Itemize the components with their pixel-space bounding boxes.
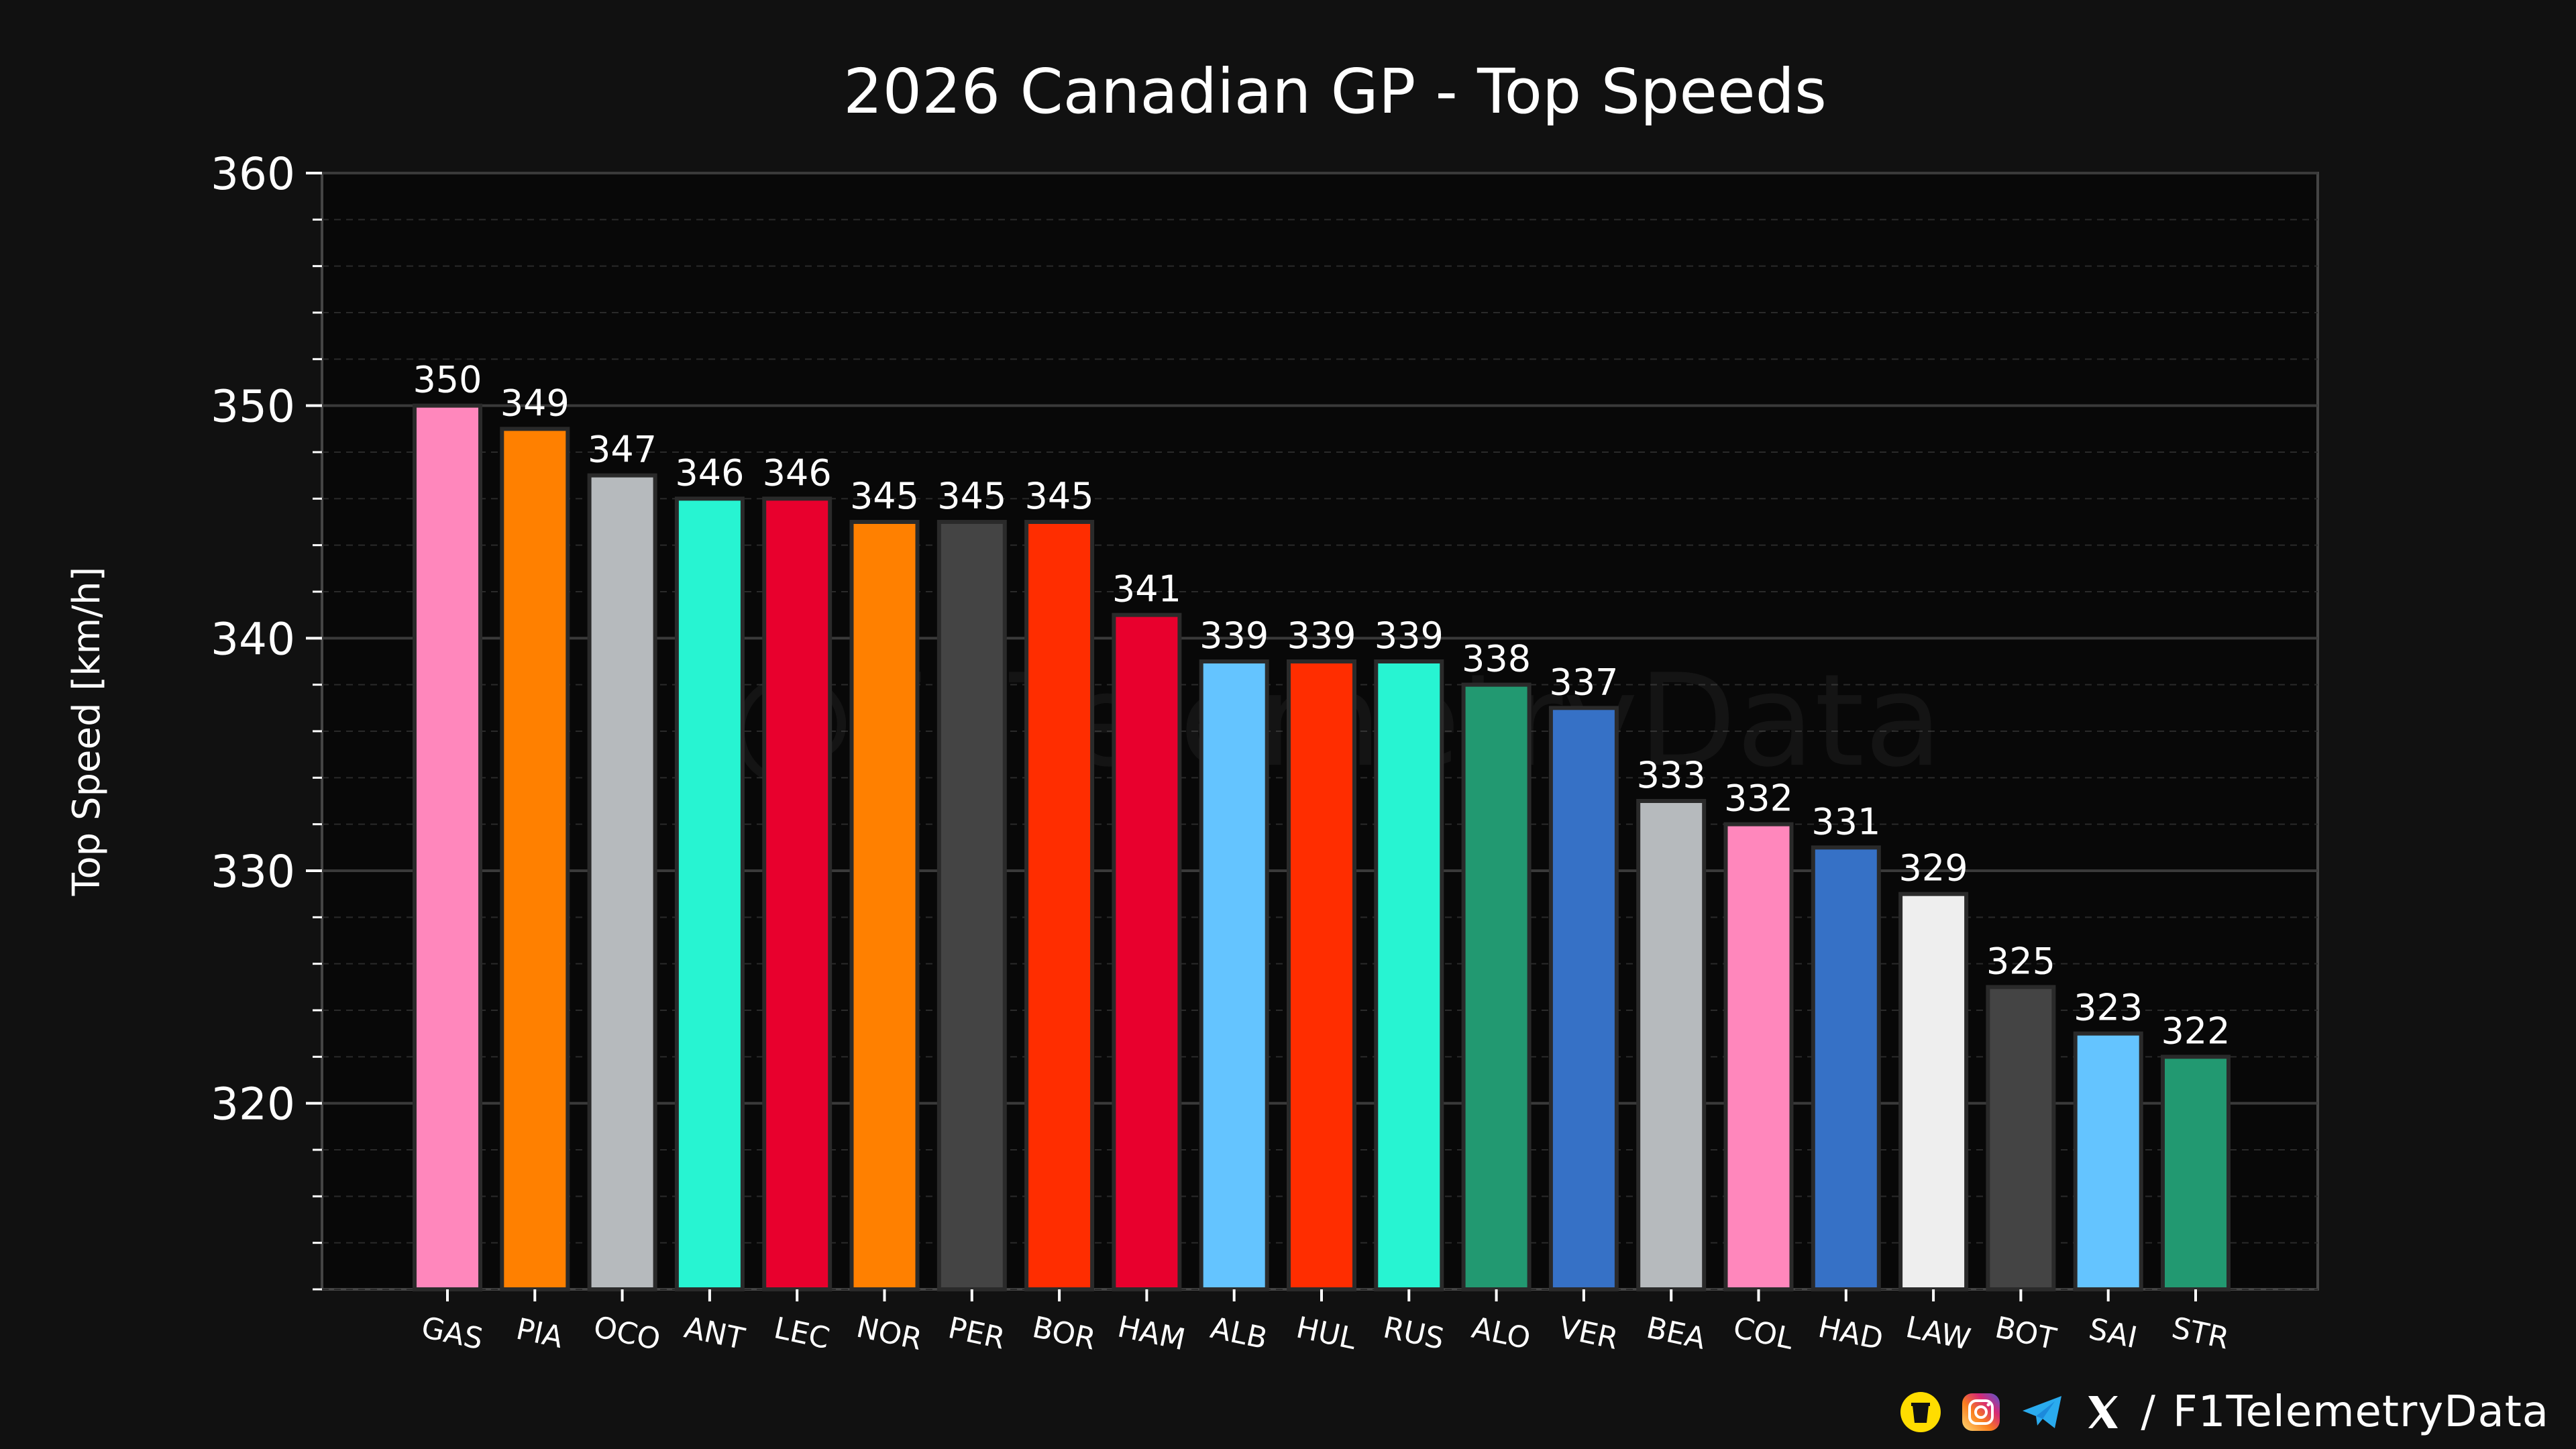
x-tick-label-pia: PIA xyxy=(513,1312,566,1355)
coffee-icon[interactable] xyxy=(1899,1391,1942,1434)
x-tick-label-gas: GAS xyxy=(419,1310,486,1356)
x-tick-label-ant: ANT xyxy=(682,1311,748,1357)
bar-ham xyxy=(1112,612,1182,1291)
value-label-alb: 339 xyxy=(1199,614,1269,657)
x-tick-labels: GAS PIA OCO ANT LEC NOR PER BOR HAM ALB HUL RUS ALO V… xyxy=(419,1309,2232,1357)
value-label-ant: 346 xyxy=(675,451,744,494)
x-tick-label-bea: BEA xyxy=(1644,1311,1709,1356)
x-tick-label-bor: BOR xyxy=(1030,1310,1099,1357)
footer-separator: / xyxy=(2141,1387,2155,1437)
value-labels: 350 349 347 346 346 345 345 345 341 339 339 339 338 3… xyxy=(413,359,2230,1053)
value-label-law: 329 xyxy=(1899,847,1968,890)
x-tick-label-alb: ALB xyxy=(1208,1311,1271,1356)
value-label-pia: 349 xyxy=(500,382,570,424)
value-label-bot: 325 xyxy=(1986,940,2055,982)
bar-bea xyxy=(1636,799,1707,1291)
value-label-gas: 350 xyxy=(413,359,482,401)
value-label-sai: 323 xyxy=(2074,987,2143,1029)
x-tick-label-rus: RUS xyxy=(1381,1310,1447,1356)
axes: 320 330 340 350 360 xyxy=(211,148,2197,1301)
bar-lec xyxy=(762,496,833,1291)
value-label-bor: 345 xyxy=(1025,475,1094,517)
value-label-str: 322 xyxy=(2161,1010,2230,1052)
x-tick-label-sai: SAI xyxy=(2086,1311,2140,1355)
value-label-alo: 338 xyxy=(1462,638,1531,680)
bar-alo xyxy=(1461,682,1532,1291)
telegram-icon[interactable] xyxy=(2020,1391,2065,1434)
x-tick-label-lec: LEC xyxy=(771,1311,833,1356)
x-tick-label-had: HAD xyxy=(1815,1310,1886,1357)
x-icon[interactable] xyxy=(2083,1392,2123,1432)
y-axis-label: Top Speed [km/h] xyxy=(65,567,109,897)
chart-title: 2026 Canadian GP - Top Speeds xyxy=(843,56,1827,127)
x-tick-label-ham: HAM xyxy=(1115,1309,1189,1357)
value-label-nor: 345 xyxy=(850,475,919,517)
bar-bor xyxy=(1024,520,1095,1291)
bar-had xyxy=(1811,845,1881,1292)
bar-rus xyxy=(1374,659,1444,1291)
bar-ant xyxy=(674,496,745,1291)
bar-alb xyxy=(1199,659,1269,1291)
bar-pia xyxy=(500,427,570,1291)
value-label-oco: 347 xyxy=(588,429,657,471)
x-tick-label-hul: HUL xyxy=(1293,1311,1360,1357)
footer-social: / F1TelemetryData xyxy=(1899,1387,2549,1437)
value-label-per: 345 xyxy=(937,475,1006,517)
x-tick-label-bot: BOT xyxy=(1992,1310,2059,1356)
value-label-hul: 339 xyxy=(1287,614,1356,657)
bar-bot xyxy=(1986,985,2056,1292)
y-tick-label: 320 xyxy=(211,1079,295,1130)
bar-nor xyxy=(849,520,920,1291)
x-tick-label-str: STR xyxy=(2169,1311,2232,1356)
instagram-icon[interactable] xyxy=(1960,1391,2002,1434)
value-label-ham: 341 xyxy=(1112,568,1181,610)
bar-sai xyxy=(2073,1031,2143,1291)
bar-oco xyxy=(587,473,657,1292)
bars xyxy=(413,403,2231,1292)
bar-gas xyxy=(413,403,482,1292)
x-tick-label-oco: OCO xyxy=(590,1309,663,1357)
value-label-col: 332 xyxy=(1724,777,1793,820)
bar-per xyxy=(936,520,1007,1291)
x-tick-label-alo: ALO xyxy=(1468,1311,1533,1356)
bar-hul xyxy=(1287,659,1356,1291)
bar-law xyxy=(1898,892,1969,1291)
bar-str xyxy=(2161,1055,2231,1292)
x-tick-label-law: LAW xyxy=(1903,1310,1974,1357)
y-tick-label: 340 xyxy=(211,613,295,665)
x-tick-label-ver: VER xyxy=(1556,1311,1621,1356)
x-tick-label-col: COL xyxy=(1730,1311,1796,1357)
value-label-lec: 346 xyxy=(763,451,832,494)
y-tick-label: 330 xyxy=(211,846,295,898)
x-tick-label-nor: NOR xyxy=(853,1310,925,1357)
value-label-rus: 339 xyxy=(1375,614,1444,657)
value-label-had: 331 xyxy=(1811,800,1880,843)
value-label-ver: 337 xyxy=(1549,661,1618,703)
value-label-bea: 333 xyxy=(1637,754,1706,796)
bar-col xyxy=(1723,822,1794,1291)
y-tick-label: 360 xyxy=(211,148,295,200)
footer-handle[interactable]: F1TelemetryData xyxy=(2172,1387,2549,1437)
y-tick-label: 350 xyxy=(211,381,295,433)
x-tick-label-per: PER xyxy=(945,1311,1008,1356)
bar-ver xyxy=(1548,706,1619,1292)
